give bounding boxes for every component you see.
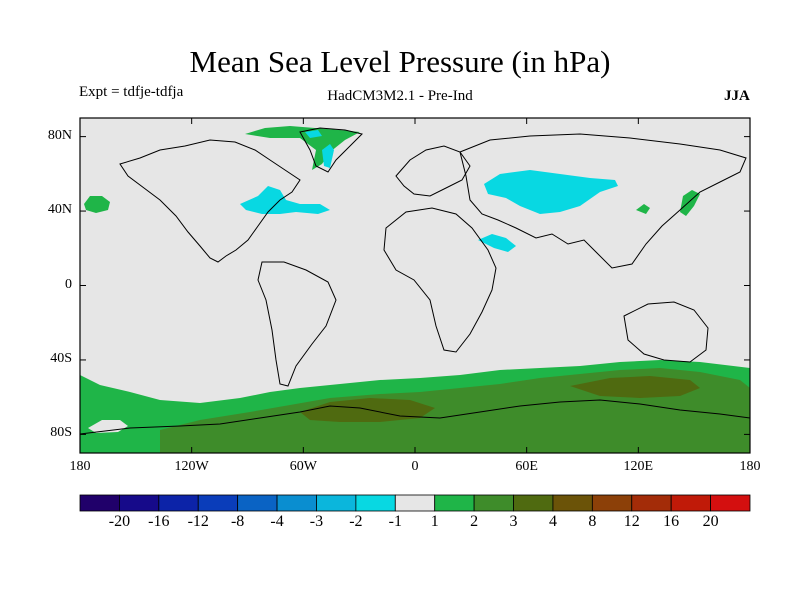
- lon-tick-label: 60W: [289, 459, 317, 474]
- colorbar-label: -4: [270, 513, 284, 530]
- anomaly-region-ne-pacific-2hPa: [84, 196, 110, 213]
- coastline-antarctica: [80, 399, 750, 435]
- colorbar-swatch: [670, 494, 711, 512]
- colorbar-label: 4: [548, 513, 557, 530]
- colorbar-swatch: [552, 494, 593, 512]
- anomaly-region-manchuria-2hPa: [636, 204, 650, 214]
- colorbar-swatch: [79, 494, 120, 512]
- colorbar-swatch: [710, 494, 751, 512]
- lat-tick-label: 80S: [50, 425, 72, 441]
- coastline-north-america: [119, 139, 301, 263]
- experiment-label: Expt = tdfje-tdfja: [79, 84, 184, 100]
- colorbar-label: 16: [663, 513, 680, 530]
- colorbar-swatch: [316, 494, 357, 512]
- colorbar-label: 1: [430, 513, 439, 530]
- lon-tick-label: 120E: [623, 459, 654, 474]
- season-label: JJA: [724, 88, 750, 104]
- anomaly-region-north-atlantic-neg1hPa: [240, 186, 330, 214]
- colorbar-label: -16: [148, 513, 170, 530]
- anomaly-region-arabia-neg1hPa: [478, 234, 516, 252]
- coastline-greenland: [299, 127, 363, 173]
- colorbar-label: -8: [230, 513, 245, 530]
- anomaly-region-greenland-2hPa: [245, 126, 360, 170]
- coastline-europe: [395, 145, 471, 197]
- colorbar-swatch: [394, 494, 436, 512]
- colorbar-label: -12: [187, 513, 209, 530]
- colorbar-label: -2: [349, 513, 363, 530]
- model-label: HadCM3M2.1 - Pre-Ind: [327, 88, 473, 104]
- lat-tick-label: 80N: [47, 127, 72, 143]
- lat-tick-label: 40S: [50, 350, 72, 366]
- colorbar-swatch: [119, 494, 160, 512]
- coastline-africa: [383, 207, 497, 353]
- colorbar-label: 12: [623, 513, 640, 530]
- lat-tick-label: 0: [65, 276, 72, 292]
- coastlines: [80, 127, 750, 435]
- lon-tick-label: 180: [69, 459, 91, 474]
- colorbar-swatch: [276, 494, 317, 512]
- anomaly-region-baffin-neg1hPa: [322, 144, 334, 168]
- colorbar: [79, 494, 751, 512]
- colorbar-label: 3: [509, 513, 518, 530]
- colorbar-label: -3: [309, 513, 324, 530]
- colorbar-swatch: [237, 494, 278, 512]
- coastline-south-america: [257, 261, 337, 387]
- lon-tick-label: 60E: [515, 459, 538, 474]
- colorbar-swatch: [434, 494, 475, 512]
- colorbar-swatch: [513, 494, 554, 512]
- colorbar-swatch: [197, 494, 239, 512]
- colorbar-label: 20: [702, 513, 719, 530]
- colorbar-label: -1: [388, 513, 402, 530]
- colorbar-label: 2: [470, 513, 479, 530]
- anomaly-region-arctic-neg1hPa: [305, 130, 322, 138]
- map-title: Mean Sea Level Pressure (in hPa): [189, 44, 611, 79]
- colorbar-swatch: [158, 494, 199, 512]
- colorbar-swatch: [631, 494, 672, 512]
- lon-tick-label: 180: [739, 459, 761, 474]
- lon-tick-label: 120W: [174, 459, 209, 474]
- colorbar-label: 8: [588, 513, 597, 530]
- colorbar-label: -20: [108, 513, 131, 530]
- anomaly-region-central-asia-neg1hPa: [484, 170, 618, 214]
- colorbar-swatch: [591, 494, 633, 512]
- lat-tick-label: 40N: [47, 202, 72, 218]
- colorbar-swatch: [473, 494, 514, 512]
- anomaly-region-indian-4hPa: [570, 376, 700, 398]
- coastline-australia: [623, 301, 709, 363]
- lon-tick-label: 0: [411, 459, 419, 474]
- coastline-asia: [459, 133, 747, 269]
- colorbar-swatch: [355, 494, 396, 512]
